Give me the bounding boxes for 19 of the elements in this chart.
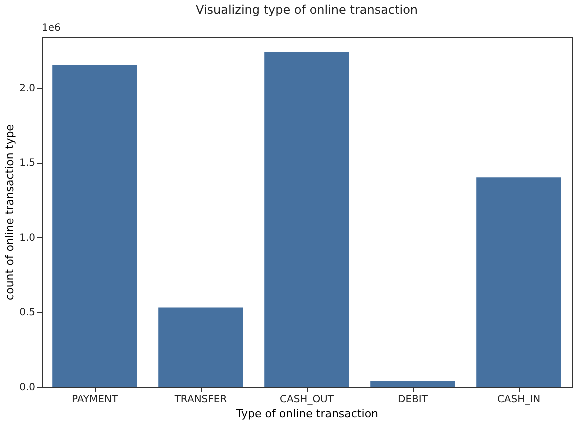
- x-tick-label: TRANSFER: [174, 394, 228, 406]
- y-tick-label: 1.5: [20, 158, 36, 170]
- text: 1e6: [42, 23, 61, 34]
- x-tick-label: PAYMENT: [72, 394, 119, 406]
- bar: [158, 308, 244, 387]
- y-tick-label: 1.0: [20, 232, 36, 244]
- x-tick-label: DEBIT: [398, 394, 429, 406]
- x-tick-label: CASH_IN: [497, 394, 541, 406]
- y-tick-label: 2.0: [20, 83, 36, 94]
- bar: [476, 178, 562, 387]
- x-tick-label: CASH_OUT: [280, 394, 335, 406]
- y-tick-label: 0.0: [20, 382, 36, 394]
- y-tick-label: 0.5: [20, 308, 36, 319]
- y-axis-title: count of online transaction type: [4, 124, 17, 300]
- x-axis-title: Type of online transaction: [235, 408, 379, 420]
- chart-title: Visualizing type of online transaction: [196, 3, 418, 17]
- bar: [370, 381, 456, 387]
- bar: [264, 52, 350, 387]
- bar: [52, 65, 138, 387]
